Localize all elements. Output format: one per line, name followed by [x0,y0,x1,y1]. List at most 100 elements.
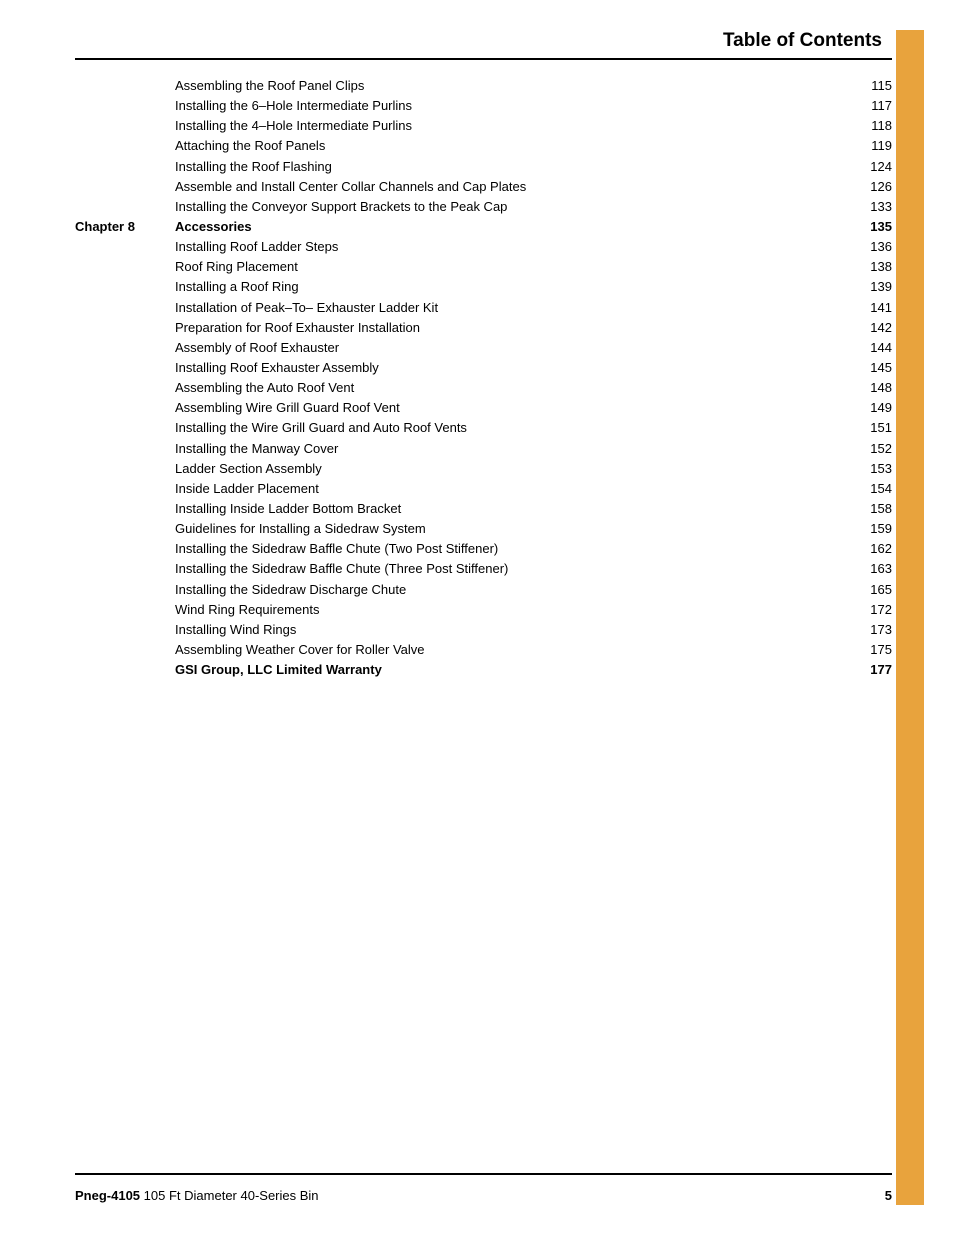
toc-entry-label: Assemble and Install Center Collar Chann… [175,177,526,197]
toc-row: Installing the 6–Hole Intermediate Purli… [75,96,892,116]
toc-entry-label: Assembling the Roof Panel Clips [175,76,364,96]
toc-row: Installing the 4–Hole Intermediate Purli… [75,116,892,136]
toc-entry-label: Installing the Sidedraw Baffle Chute (Tw… [175,539,498,559]
toc-entry-label: Wind Ring Requirements [175,600,320,620]
toc-entry-label: Installing the Conveyor Support Brackets… [175,197,507,217]
toc-row: GSI Group, LLC Limited Warranty 177 [75,660,892,680]
toc-row: Assembling Wire Grill Guard Roof Vent 149 [75,398,892,418]
toc-row: Assembling the Roof Panel Clips 115 [75,76,892,96]
toc-entry-label: Installation of Peak–To– Exhauster Ladde… [175,298,438,318]
toc-entry-page: 162 [868,539,892,559]
footer-rule [75,1173,892,1175]
toc-entry-page: 145 [868,358,892,378]
toc-row: Installing the Sidedraw Baffle Chute (Tw… [75,539,892,559]
toc-entry-page: 151 [868,418,892,438]
content-area: Table of Contents Assembling the Roof Pa… [75,30,892,1205]
toc-entry-label: Installing the 6–Hole Intermediate Purli… [175,96,412,116]
toc-row: Wind Ring Requirements 172 [75,600,892,620]
right-sidebar-stripe [896,30,924,1205]
toc-entry-label: Installing Inside Ladder Bottom Bracket [175,499,401,519]
toc-row: Installing Wind Rings 173 [75,620,892,640]
toc-entry-page: 139 [868,277,892,297]
toc-entry-label: Accessories [175,217,252,237]
toc-row: Installing Inside Ladder Bottom Bracket 1… [75,499,892,519]
toc-row: Installing a Roof Ring 139 [75,277,892,297]
toc-row: Assembling Weather Cover for Roller Valv… [75,640,892,660]
toc-entry-label: Installing the Manway Cover [175,439,338,459]
toc-row: Installing Roof Exhauster Assembly 145 [75,358,892,378]
toc-chapter-label: Chapter 8 [75,217,175,237]
toc-entry-page: 163 [868,559,892,579]
toc-entry-label: Preparation for Roof Exhauster Installat… [175,318,420,338]
toc-entry-label: Assembling the Auto Roof Vent [175,378,354,398]
toc-row: Installing the Conveyor Support Brackets… [75,197,892,217]
toc-list: Assembling the Roof Panel Clips 115 Instal… [75,76,892,680]
footer-left: Pneg-4105 105 Ft Diameter 40-Series Bin [75,1188,319,1203]
toc-entry-page: 177 [868,660,892,680]
toc-row: Installing the Sidedraw Baffle Chute (Th… [75,559,892,579]
toc-row: Guidelines for Installing a Sidedraw Sys… [75,519,892,539]
toc-entry-page: 153 [868,459,892,479]
toc-entry-page: 115 [869,76,892,96]
toc-entry-label: Inside Ladder Placement [175,479,319,499]
toc-entry-page: 173 [868,620,892,640]
toc-row: Chapter 8Accessories 135 [75,217,892,237]
toc-entry-label: GSI Group, LLC Limited Warranty [175,660,382,680]
toc-entry-page: 172 [868,600,892,620]
toc-entry-label: Assembly of Roof Exhauster [175,338,339,358]
toc-entry-page: 126 [868,177,892,197]
toc-entry-label: Ladder Section Assembly [175,459,322,479]
toc-row: Preparation for Roof Exhauster Installat… [75,318,892,338]
toc-row: Inside Ladder Placement 154 [75,479,892,499]
toc-row: Attaching the Roof Panels 119 [75,136,892,156]
toc-entry-label: Assembling Wire Grill Guard Roof Vent [175,398,400,418]
toc-entry-label: Guidelines for Installing a Sidedraw Sys… [175,519,426,539]
toc-entry-page: 118 [869,116,892,136]
toc-entry-page: 175 [868,640,892,660]
toc-entry-label: Installing Roof Exhauster Assembly [175,358,379,378]
toc-row: Assemble and Install Center Collar Chann… [75,177,892,197]
toc-entry-label: Installing Wind Rings [175,620,296,640]
toc-row: Assembling the Auto Roof Vent148 [75,378,892,398]
toc-row: Installation of Peak–To– Exhauster Ladde… [75,298,892,318]
toc-entry-label: Assembling Weather Cover for Roller Valv… [175,640,425,660]
toc-entry-label: Installing the Sidedraw Baffle Chute (Th… [175,559,508,579]
toc-entry-page: 136 [868,237,892,257]
toc-entry-page: 165 [868,580,892,600]
toc-entry-page: 154 [868,479,892,499]
toc-entry-page: 152 [868,439,892,459]
page: Table of Contents Assembling the Roof Pa… [0,0,954,1235]
toc-entry-label: Installing the Wire Grill Guard and Auto… [175,418,467,438]
toc-entry-page: 159 [868,519,892,539]
toc-entry-label: Attaching the Roof Panels [175,136,325,156]
toc-entry-label: Installing the 4–Hole Intermediate Purli… [175,116,412,136]
toc-entry-page: 117 [869,96,892,116]
toc-entry-page: 119 [869,136,892,156]
toc-entry-page: 141 [868,298,892,318]
toc-entry-page: 144 [868,338,892,358]
toc-row: Installing Roof Ladder Steps 136 [75,237,892,257]
toc-entry-page: 138 [868,257,892,277]
toc-row: Assembly of Roof Exhauster 144 [75,338,892,358]
toc-entry-label: Installing the Sidedraw Discharge Chute [175,580,406,600]
toc-row: Installing the Sidedraw Discharge Chute 1… [75,580,892,600]
toc-entry-page: 133 [868,197,892,217]
footer-doc-title: 105 Ft Diameter 40-Series Bin [144,1188,319,1203]
toc-entry-label: Installing Roof Ladder Steps [175,237,338,257]
toc-row: Installing the Manway Cover 152 [75,439,892,459]
footer-page-number: 5 [885,1188,892,1203]
footer: Pneg-4105 105 Ft Diameter 40-Series Bin … [75,1188,892,1203]
toc-row: Ladder Section Assembly 153 [75,459,892,479]
toc-entry-page: 135 [868,217,892,237]
toc-entry-page: 149 [868,398,892,418]
toc-entry-page: 158 [868,499,892,519]
toc-entry-label: Installing a Roof Ring [175,277,299,297]
toc-row: Roof Ring Placement138 [75,257,892,277]
toc-row: Installing the Roof Flashing 124 [75,157,892,177]
footer-doc-id: Pneg-4105 [75,1188,140,1203]
toc-entry-page: 124 [868,157,892,177]
toc-entry-label: Installing the Roof Flashing [175,157,332,177]
toc-entry-page: 142 [868,318,892,338]
page-title: Table of Contents [75,30,892,60]
toc-row: Installing the Wire Grill Guard and Auto… [75,418,892,438]
